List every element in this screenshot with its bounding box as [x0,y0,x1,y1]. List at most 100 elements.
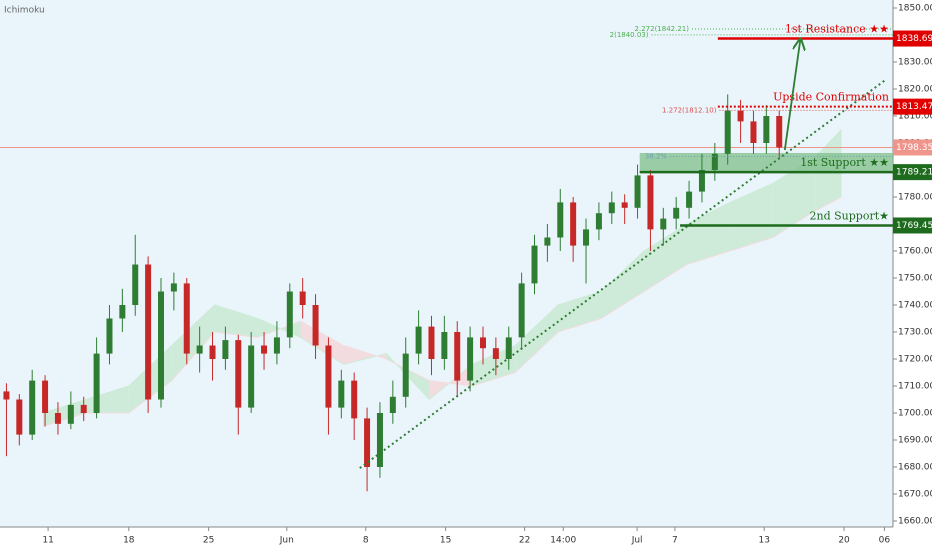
candle-body [286,291,293,338]
level-price-box [893,98,932,115]
candle-body [673,207,680,219]
candle-body [338,380,345,408]
candle-body [261,345,268,354]
candle-body [325,345,332,408]
candle-body [312,305,319,346]
candle-body [248,345,255,408]
level-price-box [893,30,932,47]
candle-body [479,337,486,349]
y-tick-label: 1780.00 [898,193,932,203]
fib-label: 1.272(1812.10) [662,106,717,114]
candle-body [273,337,280,354]
candle-body [170,283,177,292]
cloud-segment [601,251,644,319]
cloud-segment [558,291,602,332]
candle-body [634,175,641,208]
y-tick-label: 1660.00 [898,517,932,527]
candle-body [698,170,705,192]
x-tick-label: 22 [519,536,530,546]
candle-body [132,264,139,305]
candle-body [29,380,36,435]
y-tick-label: 1740.00 [898,301,932,311]
candle-body [531,245,538,284]
level-price-label: 1789.21 [896,168,932,178]
x-tick-label: 25 [203,536,214,546]
candle-body [80,404,87,413]
candle-body [3,391,10,400]
candle-body [222,340,229,359]
x-tick-label: 18 [123,536,135,546]
x-tick-label: 13 [758,536,769,546]
y-tick-label: 1670.00 [898,490,932,500]
y-tick-label: 1680.00 [898,463,932,473]
y-tick-label: 1810.00 [898,112,932,122]
candle-body [724,110,731,154]
level-name: 1st Support ★★ [800,156,889,169]
candle-body [93,353,100,413]
candle-body [42,380,49,413]
candle-body [544,237,551,246]
y-tick-label: 1820.00 [898,85,932,95]
y-tick-label: 1760.00 [898,247,932,257]
x-tick-label: Jun [279,536,294,546]
cloud-segment [300,321,344,365]
candle-body [467,337,474,381]
cloud-span-a [42,129,842,414]
x-tick-label: 11 [42,536,53,546]
candle-body [402,353,409,397]
candle-body [492,348,499,359]
support-zone [639,152,893,173]
indicator-label: Ichimoku [4,6,45,16]
cloud-span-b [42,196,842,427]
level-name: Upside Confirmation [773,91,889,104]
x-tick-label: 7 [672,536,678,546]
candle-body [737,110,744,122]
candle-body [557,202,564,238]
y-tick-label: 1700.00 [898,409,932,419]
candle-body [505,337,512,359]
cloud-segment [515,305,559,373]
y-tick-label: 1850.00 [898,4,932,14]
candle-body [235,340,242,408]
cloud-segment [343,345,387,365]
x-tick-label: 15 [440,536,451,546]
level-price-label: 1838.69 [896,34,932,44]
level-price-box [893,164,932,181]
candle-body [776,116,783,148]
cloud-segment [686,202,730,265]
y-tick-label: 1830.00 [898,58,932,68]
cloud-segment [643,224,687,292]
candle-body [67,404,74,424]
candle-body [157,291,164,400]
fib-label: 2.272(1842.21) [635,25,690,33]
candle-body [196,345,203,354]
level-price-label: 1813.47 [896,102,932,112]
candle-body [54,413,61,424]
x-tick-label: 8 [363,536,369,546]
x-axis-area [0,527,893,550]
price-box [893,139,932,156]
candle-body [518,283,525,338]
candle-body [595,213,602,230]
x-tick-label: 06 [879,536,891,546]
candle-body [16,399,23,435]
candle-body [647,175,654,230]
candle-body [608,202,615,214]
level-price-label: 1769.45 [896,221,932,231]
level-name: 2nd Support★ [810,209,890,222]
candle-body [389,396,396,413]
y-tick-label: 1690.00 [898,436,932,446]
candle-body [106,318,113,354]
projection-arrow [783,40,800,151]
y-tick-label: 1720.00 [898,355,932,365]
candle-body [119,305,126,319]
cloud-segment [772,156,816,238]
y-tick-label: 1710.00 [898,382,932,392]
trendline [359,79,886,469]
candle-body [428,326,435,359]
candle-body [351,380,358,419]
cloud-segment [729,183,773,251]
candle-body [621,202,628,208]
y-tick-label: 1730.00 [898,328,932,338]
